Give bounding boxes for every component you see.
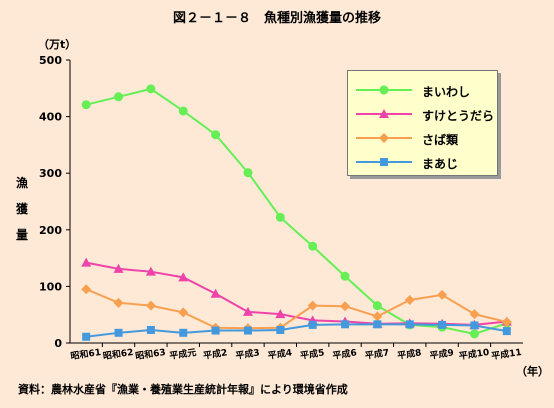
data-point-3-5: [243, 326, 252, 335]
legend-label: すけとうだら: [422, 109, 495, 123]
y-tick-label: 200: [39, 224, 62, 237]
data-point-0-12: [469, 329, 479, 339]
x-axis-unit: （年）: [516, 365, 549, 378]
data-point-2-1: [113, 297, 124, 308]
x-tick-label: 平成5: [299, 346, 325, 361]
data-point-2-9: [372, 311, 383, 322]
data-point-3-11: [438, 320, 447, 329]
data-point-3-10: [405, 320, 414, 329]
data-point-0-0: [81, 100, 91, 110]
x-tick-label: 平成2: [202, 346, 228, 361]
legend-label: さば類: [422, 133, 459, 147]
data-point-1-4: [210, 288, 221, 298]
x-tick-label: 平成9: [429, 346, 455, 361]
y-tick-label: 400: [39, 111, 62, 124]
data-point-0-8: [340, 271, 350, 281]
legend-swatch: [356, 109, 412, 118]
data-point-2-12: [469, 309, 480, 320]
data-point-1-3: [178, 272, 189, 282]
data-point-0-1: [114, 92, 124, 102]
series-line-0: [85, 87, 508, 335]
data-point-3-3: [179, 328, 188, 337]
x-tick-label: 平成6: [332, 346, 358, 361]
chart-title: 図２－１－８ 魚種別漁獲量の推移: [172, 11, 381, 26]
legend-swatch-marker: [379, 133, 389, 143]
legend-swatch: [356, 158, 412, 166]
series-line-2: [85, 288, 508, 330]
data-point-1-6: [275, 309, 286, 319]
data-point-2-0: [81, 284, 92, 295]
data-point-3-2: [146, 325, 155, 334]
data-point-3-4: [211, 326, 220, 335]
data-point-1-5: [242, 306, 253, 316]
data-point-3-13: [502, 327, 511, 336]
x-tick-label: 平成7: [364, 346, 390, 361]
y-axis-label-char: 漁: [15, 176, 28, 190]
data-point-3-7: [308, 320, 317, 329]
x-tick-label: 昭和63: [135, 346, 167, 362]
data-point-3-9: [373, 320, 382, 329]
legend-swatch: [356, 133, 412, 143]
y-axis-unit: （万t）: [38, 38, 77, 51]
y-tick-label: 0: [54, 337, 62, 350]
data-point-2-2: [145, 300, 156, 311]
data-point-0-4: [211, 130, 221, 140]
y-tick-label: 100: [39, 280, 62, 293]
x-tick-label: 昭和62: [102, 346, 134, 362]
x-tick-label: 平成10: [458, 346, 490, 362]
data-point-0-5: [243, 168, 253, 178]
data-point-3-8: [341, 320, 350, 329]
x-tick-label: 平成11: [490, 346, 522, 362]
data-point-2-7: [307, 300, 318, 311]
source-note: 資料：農林水産省『漁業・養殖業生産統計年報』により環境省作成: [18, 383, 348, 396]
data-point-1-2: [145, 266, 156, 276]
y-tick-label: 500: [39, 54, 62, 67]
x-tick-label: 平成元: [169, 346, 197, 362]
y-axis-label-char: 獲: [15, 202, 28, 216]
data-point-0-3: [178, 106, 188, 116]
y-tick-label: 300: [39, 167, 62, 180]
series-line-3: [86, 323, 507, 338]
data-point-0-6: [275, 212, 285, 222]
data-point-3-0: [82, 332, 91, 341]
data-point-0-9: [372, 301, 382, 311]
data-point-3-1: [114, 328, 123, 337]
data-point-1-1: [113, 263, 124, 273]
data-point-2-11: [437, 289, 448, 300]
legend-swatch-marker: [380, 158, 388, 166]
x-tick-label: 昭和61: [70, 346, 102, 362]
data-point-2-10: [404, 294, 415, 305]
x-tick-label: 平成4: [267, 346, 293, 361]
legend-label: まいわし: [422, 85, 471, 99]
data-point-1-0: [81, 257, 92, 267]
legend-swatch-marker: [379, 109, 389, 118]
x-tick-label: 平成3: [235, 346, 261, 361]
y-axis-label: 漁獲量: [14, 170, 30, 248]
y-axis-label-char: 量: [15, 228, 28, 242]
data-point-2-13: [501, 317, 512, 328]
data-point-2-3: [178, 307, 189, 318]
legend-swatch-marker: [379, 85, 389, 95]
data-point-3-6: [276, 325, 285, 334]
x-tick-label: 平成8: [396, 346, 422, 361]
data-point-3-12: [470, 321, 479, 330]
data-point-0-2: [146, 84, 156, 94]
legend-swatch: [356, 85, 412, 95]
data-point-0-7: [308, 241, 318, 251]
data-point-2-8: [340, 301, 351, 312]
legend: まいわしすけとうだら さば類まあじ: [347, 70, 498, 176]
legend-label: まあじ: [422, 157, 459, 171]
